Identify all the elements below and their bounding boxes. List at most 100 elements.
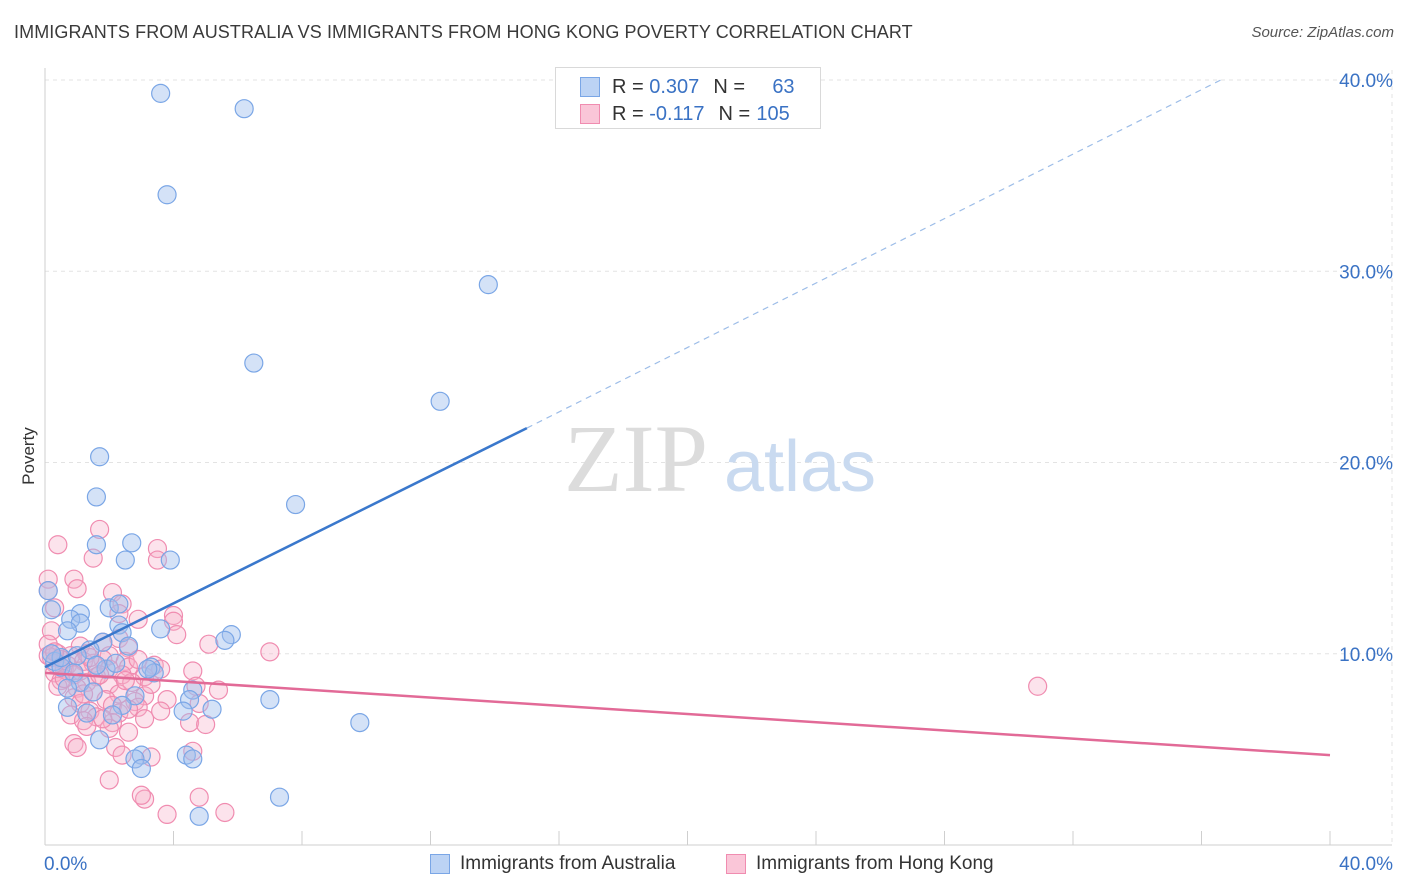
legend-label-hong-kong: Immigrants from Hong Kong	[756, 853, 994, 874]
stats-legend-row-hong-kong: R = -0.117 N = 105	[580, 102, 790, 126]
point-hong-kong	[179, 712, 200, 733]
point-hong-kong	[48, 676, 68, 696]
trend-lines	[44, 79, 1331, 757]
bottom-legend-hong-kong[interactable]: Immigrants from Hong Kong	[726, 851, 994, 877]
grid-lines	[45, 70, 1393, 845]
point-australia	[86, 655, 107, 675]
watermark-zip: ZIP	[564, 405, 708, 512]
point-hong-kong	[183, 661, 203, 681]
point-hong-kong	[112, 745, 132, 765]
point-australia	[83, 682, 103, 702]
point-hong-kong	[157, 690, 177, 710]
tick-labels: 10.0% 20.0% 30.0% 40.0% 0.0% 40.0%	[44, 71, 1393, 875]
point-hong-kong	[260, 642, 280, 662]
point-australia	[131, 758, 151, 779]
y-tick-label: 20.0%	[1339, 454, 1393, 475]
x-tick-label: 0.0%	[44, 854, 87, 875]
point-hong-kong	[67, 579, 87, 599]
point-australia	[90, 730, 110, 750]
y-tick-label: 40.0%	[1339, 71, 1393, 92]
point-australia	[99, 598, 119, 618]
point-hong-kong	[48, 535, 68, 555]
point-hong-kong	[115, 670, 135, 691]
series-australia-points	[38, 83, 498, 826]
watermark: ZIP atlas	[564, 405, 876, 512]
n-label: N =	[718, 102, 751, 125]
point-hong-kong	[118, 722, 139, 742]
chart-title: IMMIGRANTS FROM AUSTRALIA VS IMMIGRANTS …	[14, 22, 913, 42]
r-label: R =	[612, 102, 644, 125]
point-australia	[269, 787, 290, 807]
point-hong-kong	[189, 787, 209, 807]
point-australia	[179, 690, 200, 710]
trend-line-australia	[44, 426, 528, 669]
n-label: N =	[713, 75, 745, 98]
point-hong-kong	[99, 770, 119, 790]
point-hong-kong	[208, 680, 229, 700]
point-australia	[57, 621, 78, 641]
legend-swatch-australia	[430, 854, 450, 874]
point-australia	[41, 600, 62, 620]
point-hong-kong	[67, 737, 87, 758]
point-australia	[202, 699, 222, 719]
point-australia	[77, 703, 97, 723]
y-tick-label: 10.0%	[1339, 645, 1393, 666]
point-australia	[102, 705, 123, 725]
point-australia	[430, 391, 450, 411]
point-australia	[215, 630, 235, 650]
source-note: Source: ZipAtlas.com	[1251, 24, 1394, 41]
point-australia	[244, 353, 264, 373]
legend-swatch-australia	[580, 77, 600, 97]
trend-line-australia-extension	[526, 79, 1222, 429]
n-value: 63	[772, 75, 795, 98]
point-australia	[151, 619, 171, 639]
point-australia	[122, 533, 142, 553]
point-hong-kong	[38, 569, 58, 589]
r-value: -0.117	[649, 102, 705, 125]
point-australia	[57, 697, 78, 717]
point-australia	[260, 690, 280, 710]
point-australia	[138, 659, 158, 679]
stats-legend-row-australia: R = 0.307 N = 63	[580, 75, 795, 99]
watermark-atlas: atlas	[724, 427, 876, 507]
point-australia	[285, 494, 306, 515]
point-australia	[57, 678, 78, 698]
point-australia	[115, 550, 135, 570]
point-hong-kong	[134, 686, 155, 706]
point-hong-kong	[199, 634, 219, 654]
point-australia	[173, 701, 193, 721]
point-hong-kong	[77, 716, 97, 737]
point-hong-kong	[125, 691, 145, 712]
bottom-legend-australia[interactable]: Immigrants from Australia	[430, 851, 675, 877]
legend-label-australia: Immigrants from Australia	[460, 853, 676, 874]
point-hong-kong	[90, 519, 110, 540]
point-australia	[61, 609, 81, 629]
point-hong-kong	[134, 709, 155, 729]
point-australia	[109, 594, 129, 614]
legend-swatch-hong-kong	[580, 104, 600, 124]
point-australia	[125, 686, 145, 706]
point-australia	[350, 712, 370, 733]
r-label: R =	[612, 75, 644, 98]
point-australia	[478, 275, 498, 295]
point-hong-kong	[157, 804, 177, 825]
point-hong-kong	[147, 538, 168, 559]
point-hong-kong	[1028, 676, 1048, 696]
point-australia	[160, 550, 180, 570]
point-australia	[183, 749, 203, 769]
point-australia	[86, 487, 107, 507]
axes	[44, 68, 1392, 846]
point-australia	[118, 636, 139, 656]
n-value: 105	[756, 102, 790, 125]
point-hong-kong	[151, 701, 171, 721]
legend-swatch-hong-kong	[726, 854, 746, 874]
point-hong-kong	[102, 712, 123, 733]
point-australia	[234, 99, 254, 119]
y-axis-label: Poverty	[19, 427, 38, 485]
series-hong-kong-points	[38, 519, 1048, 825]
point-australia	[141, 657, 161, 677]
point-hong-kong	[131, 785, 151, 805]
point-australia	[125, 749, 145, 769]
stats-legend: R = 0.307 N = 63 R = -0.117 N = 105	[555, 67, 821, 129]
